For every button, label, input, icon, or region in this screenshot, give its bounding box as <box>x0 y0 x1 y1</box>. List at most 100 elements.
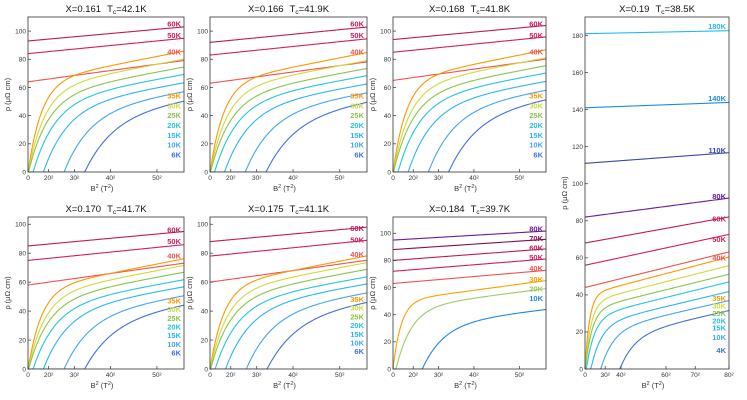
panel-p5: X=0.170 Tc=41.7K60K50K40K35K30K25K20K15K1… <box>3 204 185 390</box>
series-label-15K: 15K <box>167 331 181 340</box>
series-line-25K <box>28 66 184 172</box>
panel-title: X=0.170 Tc=41.7K <box>65 204 147 216</box>
y-tick-label: 40 <box>201 113 209 120</box>
series-line-25K <box>28 271 184 369</box>
series-line-6K <box>210 301 367 369</box>
series-line-35K <box>28 258 184 369</box>
series-label-15K: 15K <box>712 324 726 333</box>
series-line-60K <box>393 24 546 41</box>
x-tick-label: 50² <box>515 175 525 182</box>
series-label-6K: 6K <box>354 347 364 356</box>
axis-frame <box>27 16 185 173</box>
series-line-30K <box>210 59 367 172</box>
series-label-50K: 50K <box>529 31 543 40</box>
series-label-35K: 35K <box>167 91 181 100</box>
x-tick-label: 40² <box>106 372 116 379</box>
series-line-10K <box>28 295 184 369</box>
series-label-50K: 50K <box>712 235 726 244</box>
series-label-6K: 6K <box>533 151 543 160</box>
x-tick-label: 20² <box>226 175 236 182</box>
x-tick-label: 0 <box>26 175 30 182</box>
panel-title: X=0.19 Tc=38.5K <box>619 4 695 16</box>
y-tick-label: 20 <box>19 337 27 344</box>
series-label-50K: 50K <box>350 31 364 40</box>
y-tick-label: 60 <box>201 85 209 92</box>
series-line-15K <box>28 82 184 172</box>
y-tick-label: 60 <box>384 285 392 292</box>
series-label-30K: 30K <box>350 101 364 110</box>
series-label-60K: 60K <box>712 214 726 223</box>
series-line-35K <box>210 52 367 172</box>
series-label-60K: 60K <box>350 224 364 233</box>
panel-p6: X=0.175 Tc=41.1K60K50K40K35K30K25K20K15K1… <box>185 204 368 390</box>
y-tick-label: 100 <box>572 181 583 188</box>
series-line-15K <box>210 283 367 369</box>
series-line-20K <box>28 73 184 172</box>
panel-title: X=0.166 Tc=41.9K <box>248 4 330 16</box>
x-axis-label: B2 (T2) <box>91 381 114 390</box>
series-group <box>210 226 367 369</box>
series-label-25K: 25K <box>167 314 181 323</box>
series-label-35K: 35K <box>167 296 181 305</box>
y-tick-label: 0 <box>22 169 26 176</box>
series-label-20K: 20K <box>529 121 543 130</box>
x-tick-label: 40² <box>616 372 626 379</box>
series-line-10K <box>393 89 546 172</box>
series-line-25K <box>210 67 367 172</box>
series-group <box>28 26 184 172</box>
y-tick-label: 60 <box>201 279 209 286</box>
y-tick-label: 160 <box>572 70 583 77</box>
series-line-50K <box>28 37 184 55</box>
y-tick-label: 20 <box>384 339 392 346</box>
series-label-20K: 20K <box>167 121 181 130</box>
series-line-50K <box>210 38 367 56</box>
series-line-50K <box>393 36 546 53</box>
y-tick-label: 60 <box>384 85 392 92</box>
panel-p1: X=0.161 Tc=42.1K60K50K40K35K30K25K20K15K1… <box>3 4 185 193</box>
x-tick-label: 50² <box>335 175 345 182</box>
series-label-20K: 20K <box>167 323 181 332</box>
panel-title: X=0.168 Tc=41.8K <box>429 4 511 16</box>
series-label-6K: 6K <box>171 349 181 358</box>
y-axis-label: ρ (μΩ cm) <box>3 77 12 111</box>
y-tick-label: 20 <box>576 329 584 336</box>
series-line-4K <box>585 309 729 369</box>
series-line-60K <box>210 226 367 243</box>
y-axis-label: ρ (μΩ cm) <box>185 276 194 310</box>
series-line-20K <box>393 288 546 369</box>
y-tick-label: 100 <box>15 222 26 229</box>
series-line-30K <box>28 58 184 172</box>
series-line-10K <box>585 299 729 369</box>
y-tick-label: 100 <box>380 28 391 35</box>
series-label-30K: 30K <box>529 101 543 110</box>
series-label-50K: 50K <box>350 236 364 245</box>
x-axis-label: B2 (T2) <box>91 184 114 193</box>
series-label-10K: 10K <box>350 338 364 347</box>
x-tick-label: 30² <box>434 372 444 379</box>
series-line-60K <box>28 26 184 42</box>
axis-frame <box>209 16 368 173</box>
series-line-35K <box>28 50 184 172</box>
series-line-50K <box>210 239 367 257</box>
y-tick-label: 20 <box>201 337 209 344</box>
series-label-6K: 6K <box>171 151 181 160</box>
series-line-30K <box>393 57 546 172</box>
series-label-40K: 40K <box>167 252 181 261</box>
x-tick-label: 30² <box>70 175 80 182</box>
series-label-30K: 30K <box>712 302 726 311</box>
series-line-25K <box>585 273 729 369</box>
series-label-50K: 50K <box>167 237 181 246</box>
y-tick-label: 60 <box>576 255 584 262</box>
series-label-80K: 80K <box>529 225 543 234</box>
series-label-30K: 30K <box>167 101 181 110</box>
series-line-60K <box>210 26 367 43</box>
x-axis-label: B2 (T2) <box>454 381 477 390</box>
series-label-25K: 25K <box>167 111 181 120</box>
series-label-30K: 30K <box>529 275 543 284</box>
x-axis-label: B2 (T2) <box>273 381 296 390</box>
series-label-10K: 10K <box>167 141 181 150</box>
x-tick-label: 20² <box>409 372 419 379</box>
series-label-40K: 40K <box>712 253 726 262</box>
y-tick-label: 40 <box>384 312 392 319</box>
series-label-80K: 80K <box>712 192 726 201</box>
